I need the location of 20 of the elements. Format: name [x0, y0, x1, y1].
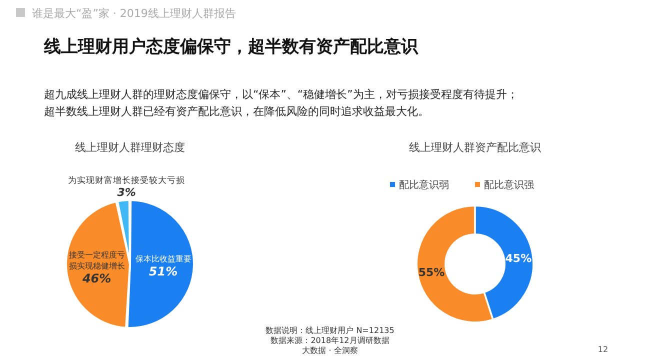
text: 12 — [598, 345, 608, 354]
data-label: 55% — [418, 266, 445, 279]
data-label: 45% — [505, 252, 532, 266]
text: 线上理财用户态度偏保守，超半数有资产配比意识 — [43, 37, 419, 57]
legend-label: 配比意识弱 — [399, 179, 449, 191]
legend-label: 配比意识强 — [484, 179, 534, 191]
chart-title: 线上理财人群资产配比意识 — [409, 141, 541, 154]
text: 数据说明：线上理财用户 N=12135 — [266, 326, 394, 335]
source-note: 数据来源：2018年12月调研数据 — [270, 336, 390, 345]
data-label: 51% — [148, 264, 178, 278]
chart-title: 线上理财人群理财态度 — [75, 141, 185, 154]
text: 大数据 · 全洞察 — [302, 346, 358, 355]
text: 谁是最大“盈”家 · 2019线上理财人群报告 — [32, 7, 236, 20]
text: 超半数线上理财人群已经有资产配比意识，在降低风险的同时追求收益最大化。 — [44, 105, 429, 118]
slice-label: 接受一定程度亏损实现稳健增长 — [68, 250, 125, 271]
data-label: 46% — [81, 272, 112, 286]
slice-label: 为实现财富增长接受较大亏损 — [68, 175, 186, 186]
slice-label: 保本比收益重要 — [135, 254, 192, 264]
data-label: 3% — [117, 186, 136, 199]
text: 超九成线上理财人群的理财态度偏保守，以“保本”、“稳健增长”为主，对亏损接受程度有待提升； — [44, 88, 518, 101]
